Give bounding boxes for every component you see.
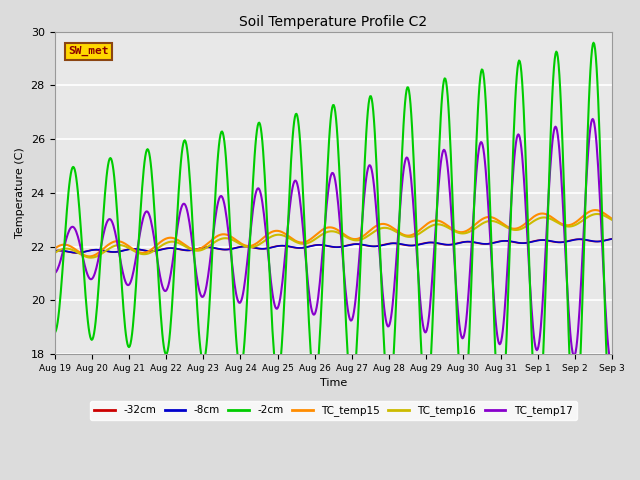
Legend: -32cm, -8cm, -2cm, TC_temp15, TC_temp16, TC_temp17: -32cm, -8cm, -2cm, TC_temp15, TC_temp16,… [90,401,577,420]
Title: Soil Temperature Profile C2: Soil Temperature Profile C2 [239,15,428,29]
X-axis label: Time: Time [320,378,347,388]
Text: SW_met: SW_met [68,46,109,56]
Y-axis label: Temperature (C): Temperature (C) [15,147,25,238]
